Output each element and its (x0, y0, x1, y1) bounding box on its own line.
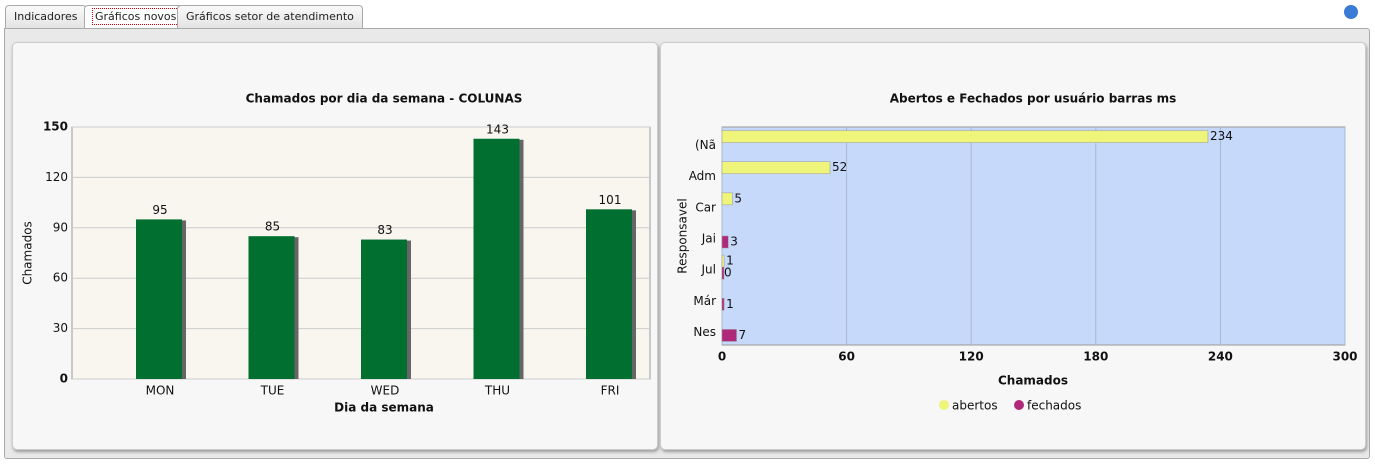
bar (473, 138, 520, 379)
y-tick-label: Már (693, 294, 716, 308)
legend-label: abertos (952, 399, 998, 413)
y-tick-label: 150 (43, 120, 68, 134)
value-label: 3 (730, 235, 738, 249)
x-tick-label: 120 (959, 350, 984, 364)
x-tick-label: 180 (1083, 350, 1108, 364)
y-tick-label: 30 (53, 321, 68, 335)
y-tick-label: Car (695, 200, 716, 214)
value-label: 52 (832, 160, 847, 174)
y-tick-label: 120 (45, 170, 68, 184)
y-tick-label: 0 (60, 372, 68, 386)
value-label: 95 (152, 203, 167, 217)
bar (361, 239, 407, 379)
value-label: 5 (734, 191, 742, 205)
x-tick-label: FRI (601, 384, 620, 398)
bar (586, 209, 632, 379)
x-tick-label: MON (146, 384, 175, 398)
plot-area (721, 126, 1346, 346)
bar (721, 130, 1209, 143)
value-label: 7 (739, 328, 747, 342)
bar (721, 192, 733, 206)
chart-title: Chamados por dia da semana - COLUNAS (246, 92, 523, 106)
x-tick-label: 240 (1208, 350, 1233, 364)
y-axis-label: Responsavel (676, 198, 690, 273)
y-tick-label: 90 (53, 220, 68, 234)
legend-marker (1014, 400, 1024, 410)
tab[interactable]: Gráficos setor de atendimento (177, 5, 363, 28)
y-axis-label: Chamados (21, 221, 35, 285)
value-label: 1 (726, 254, 734, 268)
bar (721, 266, 725, 280)
y-tick-label: 60 (53, 271, 68, 285)
globe-icon[interactable] (1342, 3, 1360, 21)
value-label: 0 (724, 266, 732, 280)
bar (721, 161, 831, 174)
y-tick-label: Jul (701, 263, 716, 277)
x-tick-label: 60 (838, 350, 855, 364)
bar (136, 219, 182, 379)
value-label: 85 (265, 220, 280, 234)
bar (721, 329, 737, 342)
y-tick-label: Nes (693, 325, 716, 339)
x-axis-label: Chamados (998, 374, 1068, 388)
x-tick-label: WED (371, 384, 400, 398)
y-tick-label: (Nã (695, 138, 716, 152)
bar (248, 236, 295, 379)
tab-active[interactable]: Gráficos novos (84, 5, 188, 29)
tab[interactable]: Indicadores (5, 5, 87, 28)
value-label: 83 (377, 223, 392, 237)
x-tick-label: TUE (260, 384, 285, 398)
chart-title: Abertos e Fechados por usuário barras ms (890, 92, 1177, 106)
value-label: 101 (599, 193, 622, 207)
y-tick-label: Adm (689, 169, 716, 183)
bar (721, 298, 725, 311)
tab-label: Gráficos novos (91, 8, 180, 25)
legend-marker (939, 400, 949, 410)
value-label: 234 (1210, 129, 1233, 143)
value-label: 143 (486, 122, 509, 136)
value-label: 1 (726, 297, 734, 311)
legend-label: fechados (1027, 399, 1081, 413)
x-tick-label: 0 (718, 350, 726, 364)
x-axis-label: Dia da semana (334, 401, 434, 415)
x-tick-label: THU (484, 384, 510, 398)
x-tick-label: 300 (1332, 350, 1357, 364)
bar (721, 235, 729, 249)
y-tick-label: Jai (701, 232, 716, 246)
